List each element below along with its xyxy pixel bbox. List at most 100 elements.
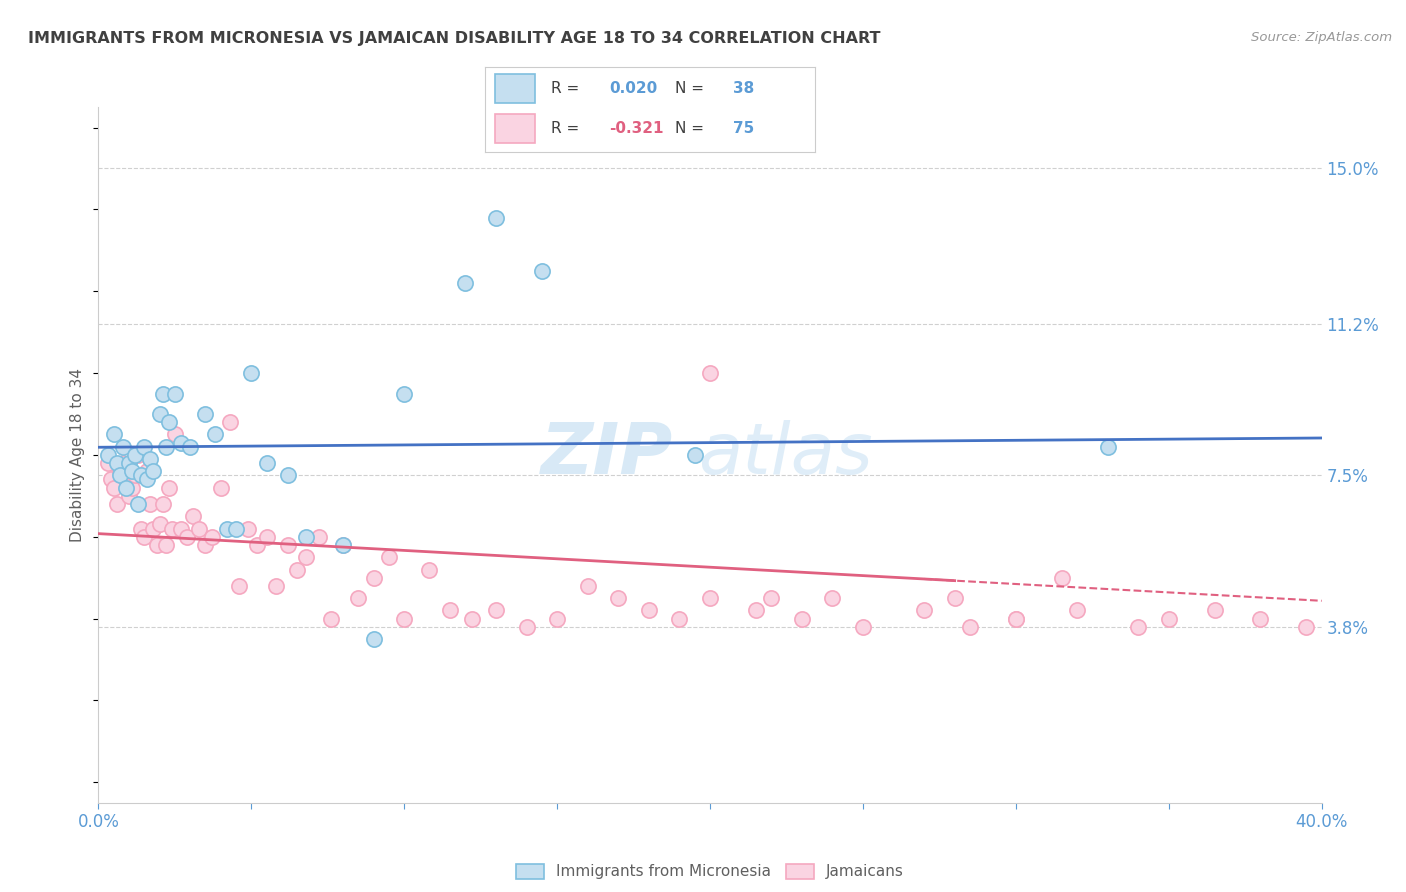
Point [145,538,167,552]
Point [194,538,217,552]
Point [277,538,299,552]
Point [215,522,238,536]
Text: atlas: atlas [697,420,872,490]
Point [111,456,134,470]
Point [200,530,222,544]
Point [176,530,198,544]
Point [1295,620,1317,634]
Point [170,435,193,450]
Point [1066,603,1088,617]
Point [576,579,599,593]
Text: N =: N = [675,81,709,96]
Point [118,489,141,503]
Point [238,522,260,536]
Y-axis label: Disability Age 18 to 34: Disability Age 18 to 34 [70,368,86,542]
Point [149,407,172,421]
Point [155,440,177,454]
Bar [495,74,534,103]
Point [111,440,134,454]
Point [97,456,120,470]
Point [127,448,149,462]
Point [103,427,125,442]
Point [485,603,508,617]
Legend: Immigrants from Micronesia, Jamaicans: Immigrants from Micronesia, Jamaicans [510,857,910,886]
Point [530,264,553,278]
Point [347,591,370,606]
Point [759,591,782,606]
Point [121,464,143,478]
Point [363,632,385,646]
Point [790,612,813,626]
Point [363,571,385,585]
Point [959,620,981,634]
Point [637,603,661,617]
Point [418,562,440,576]
Point [607,591,630,606]
Point [295,550,318,565]
Point [108,464,131,478]
Point [668,612,690,626]
Point [163,427,186,442]
Point [277,468,299,483]
Point [204,427,226,442]
Point [157,415,180,429]
Text: ZIP: ZIP [541,420,673,490]
Point [699,591,721,606]
Point [149,517,172,532]
Point [392,612,416,626]
Point [454,276,477,290]
Point [264,579,287,593]
Point [127,497,149,511]
Point [240,366,263,380]
Bar [495,113,534,143]
Point [142,464,165,478]
Point [392,386,416,401]
Point [160,522,183,536]
Point [105,456,128,470]
Point [912,603,935,617]
Point [139,497,162,511]
Point [188,522,211,536]
Text: 0.020: 0.020 [609,81,657,96]
Point [852,620,875,634]
Text: Source: ZipAtlas.com: Source: ZipAtlas.com [1251,31,1392,45]
Point [285,562,308,576]
Point [225,522,247,536]
Point [256,530,278,544]
Point [152,386,174,401]
Point [1204,603,1226,617]
Point [157,481,180,495]
Point [134,530,156,544]
Point [103,481,125,495]
Point [134,440,156,454]
Point [378,550,401,565]
Point [124,448,146,462]
Point [546,612,568,626]
Point [821,591,844,606]
Point [228,579,250,593]
Point [1128,620,1150,634]
Point [105,497,128,511]
Point [142,522,165,536]
Text: R =: R = [551,121,585,136]
Point [439,603,461,617]
Point [1004,612,1026,626]
Point [155,538,177,552]
Point [256,456,278,470]
Point [1050,571,1073,585]
Point [124,468,146,483]
Point [319,612,342,626]
Text: 75: 75 [733,121,754,136]
Point [129,468,152,483]
Point [118,456,141,470]
Text: R =: R = [551,81,585,96]
Point [170,522,193,536]
Point [332,538,354,552]
Point [152,497,174,511]
Point [97,448,120,462]
Point [699,366,721,380]
Point [136,464,159,478]
Point [115,481,138,495]
Point [121,481,143,495]
Point [308,530,330,544]
